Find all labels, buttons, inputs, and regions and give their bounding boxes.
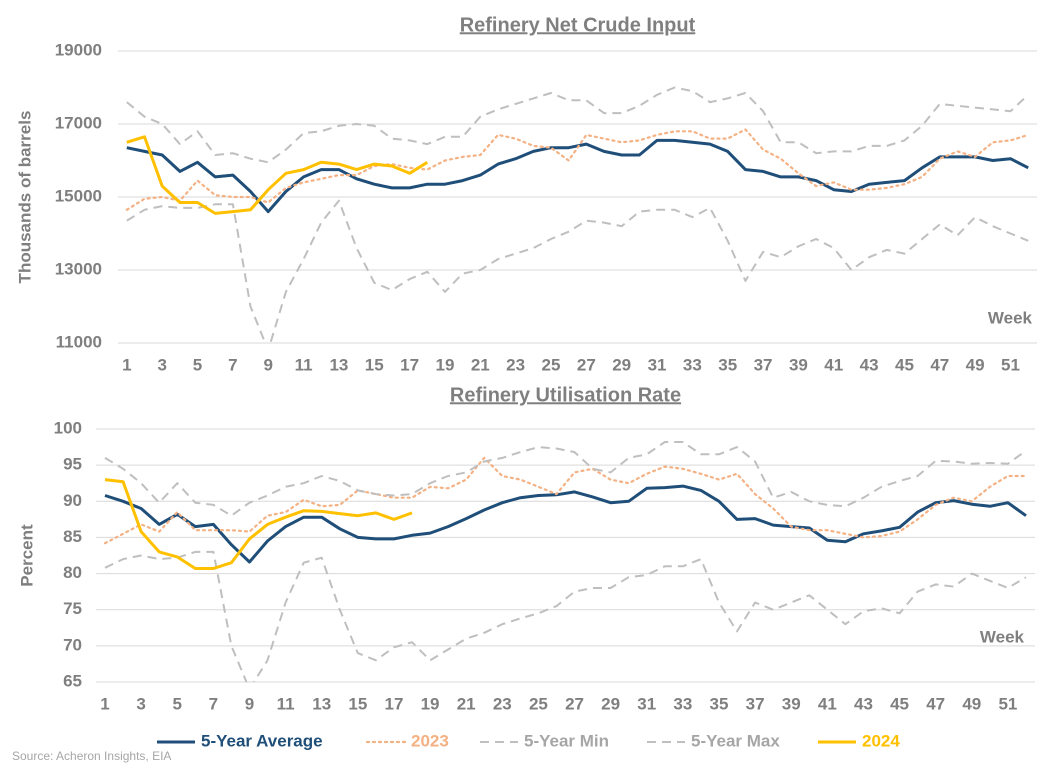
x-axis-label: Week [980,627,1025,646]
x-tick-label: 9 [245,694,254,713]
x-tick-label: 33 [673,694,692,713]
y-tick-label: 65 [63,671,82,690]
legend-label: 5-Year Min [524,731,609,750]
y-tick-label: 70 [63,635,82,654]
series-line [125,128,1030,211]
x-tick-label: 33 [683,355,702,374]
x-tick-label: 51 [998,694,1017,713]
x-tick-label: 41 [818,694,837,713]
y-tick-label: 100 [54,418,82,437]
series-line [104,484,1027,564]
x-tick-label: 37 [746,694,765,713]
y-tick-label: 17000 [55,113,102,132]
source: Source: Acheron Insights, EIA [12,749,171,763]
x-tick-label: 35 [710,694,729,713]
x-tick-label: 45 [890,694,909,713]
x-tick-label: 47 [930,355,949,374]
x-tick-label: 5 [193,355,202,374]
x-tick-label: 43 [854,694,873,713]
x-tick-label: 29 [601,694,620,713]
x-tick-label: 1 [100,694,109,713]
x-tick-label: 17 [384,694,403,713]
y-tick-label: 11000 [56,332,102,351]
y-tick-label: 15000 [55,186,102,205]
x-tick-label: 29 [612,355,631,374]
x-tick-label: 7 [228,355,237,374]
x-tick-label: 23 [493,694,512,713]
x-tick-label: 15 [348,694,367,713]
series-line [104,441,1027,517]
y-tick-label: 13000 [55,259,102,278]
chart-title: Refinery Utilisation Rate [450,384,681,406]
legend-label: 5-Year Max [691,731,780,750]
series-line [104,478,413,570]
x-tick-label: 35 [718,355,737,374]
series-line [104,550,1027,682]
x-tick-label: 13 [312,694,331,713]
x-tick-label: 13 [329,355,348,374]
x-tick-label: 31 [648,355,667,374]
x-tick-label: 23 [506,355,525,374]
series-line [126,138,1029,214]
y-axis-label: Thousands of barrels [15,111,34,284]
x-tick-label: 25 [542,355,561,374]
chart-title: Refinery Net Crude Input [460,14,696,36]
x-tick-label: 31 [637,694,656,713]
x-axis-label: Week [988,308,1033,327]
x-tick-label: 45 [895,355,914,374]
y-tick-label: 85 [63,527,82,546]
x-tick-label: 7 [209,694,218,713]
x-tick-label: 37 [754,355,773,374]
x-tick-label: 1 [122,355,131,374]
y-tick-label: 75 [63,599,82,618]
y-tick-label: 90 [63,491,82,510]
series-line [126,199,1029,343]
x-tick-label: 43 [860,355,879,374]
x-tick-label: 11 [277,694,295,713]
x-tick-label: 15 [365,355,384,374]
x-tick-label: 27 [577,355,596,374]
legend-label: 2024 [862,731,900,750]
y-tick-label: 80 [63,563,82,582]
x-tick-label: 3 [136,694,145,713]
y-tick-label: 95 [63,455,82,474]
series-line [103,456,1028,545]
x-tick-label: 51 [1001,355,1020,374]
x-tick-label: 21 [471,355,490,374]
x-tick-label: 49 [962,694,981,713]
x-tick-label: 39 [789,355,808,374]
x-tick-label: 3 [157,355,166,374]
x-tick-label: 39 [782,694,801,713]
x-tick-label: 9 [263,355,272,374]
x-tick-label: 47 [926,694,945,713]
x-tick-label: 27 [565,694,584,713]
y-tick-label: 19000 [55,40,102,59]
x-tick-label: 11 [295,355,313,374]
x-tick-label: 25 [529,694,548,713]
x-tick-label: 5 [173,694,182,713]
x-tick-label: 41 [824,355,843,374]
x-tick-label: 19 [421,694,440,713]
x-tick-label: 19 [435,355,454,374]
x-tick-label: 17 [400,355,419,374]
series-line [126,86,1029,164]
series-line [126,135,429,215]
x-tick-label: 21 [457,694,476,713]
x-tick-label: 49 [966,355,985,374]
y-axis-label: Percent [17,524,36,587]
legend-label: 2023 [411,731,449,750]
legend-label: 5-Year Average [201,731,323,750]
